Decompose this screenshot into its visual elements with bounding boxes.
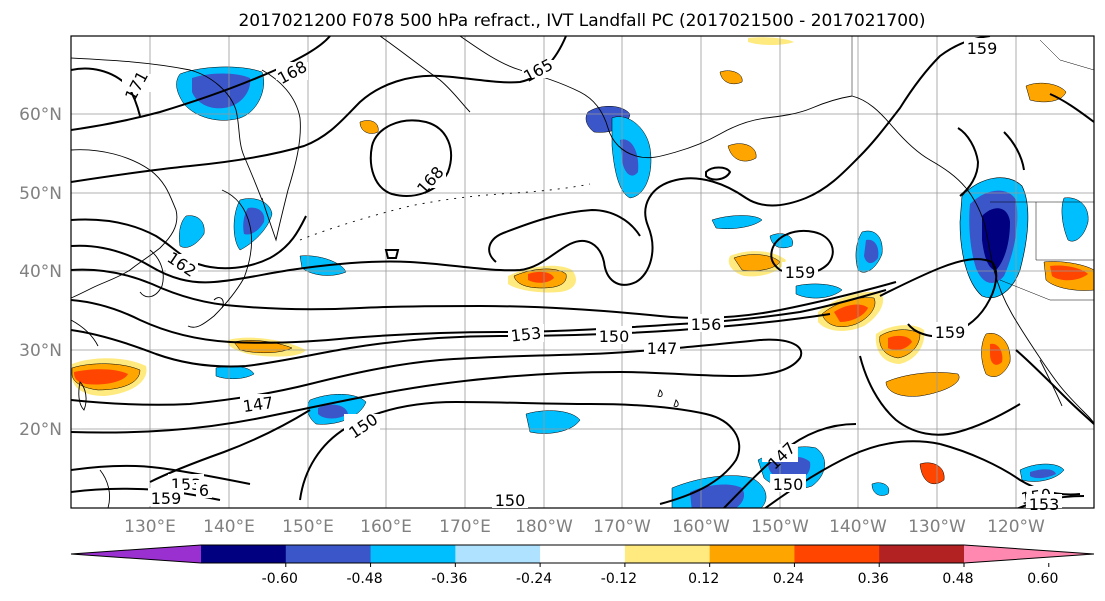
contour-label: 153 bbox=[508, 323, 544, 346]
contour-label: 6 bbox=[196, 480, 212, 500]
contour-label: 153 bbox=[1026, 494, 1062, 514]
lon-label: 130°W bbox=[908, 517, 966, 537]
lat-label: 60°N bbox=[19, 105, 62, 125]
colorbar-tick-label: -0.36 bbox=[431, 571, 467, 587]
colorbar-segment bbox=[370, 545, 456, 563]
latitude-labels: 60°N 50°N 40°N 30°N 20°N bbox=[19, 105, 62, 440]
lon-label: 160°E bbox=[360, 517, 412, 537]
lon-label: 180°W bbox=[515, 517, 573, 537]
lon-label: 120°W bbox=[987, 517, 1045, 537]
height-contours bbox=[71, 36, 1094, 508]
colorbar-segment bbox=[285, 545, 372, 563]
contour-label: 147 bbox=[644, 338, 680, 358]
lat-label: 30°N bbox=[19, 341, 62, 361]
svg-text:150: 150 bbox=[495, 491, 526, 510]
svg-text:159: 159 bbox=[935, 323, 966, 342]
colorbar-segment bbox=[201, 545, 287, 563]
colorbar-tick-label: 0.48 bbox=[942, 571, 973, 587]
colorbar-tick-labels: -0.60 -0.48 -0.36 -0.24 -0.12 0.12 0.24 0.36 0.4… bbox=[262, 571, 1059, 587]
contour-label: 156 bbox=[688, 314, 724, 334]
lon-label: 140°E bbox=[203, 517, 255, 537]
colorbar-tick-label: -0.12 bbox=[601, 571, 637, 587]
colorbar bbox=[70, 544, 1095, 567]
longitude-labels: 130°E 140°E 150°E 160°E 170°E 180°W 170°… bbox=[124, 517, 1045, 537]
lon-label: 130°E bbox=[124, 517, 176, 537]
colorbar-segment bbox=[794, 545, 880, 563]
svg-text:156: 156 bbox=[691, 315, 722, 334]
colorbar-tick-label: 0.12 bbox=[688, 571, 719, 587]
contour-label: 150 bbox=[492, 490, 528, 510]
colorbar-segment bbox=[624, 545, 711, 563]
map-frame bbox=[70, 35, 1095, 509]
colorbar-arrow-high bbox=[964, 545, 1094, 563]
map-title: 2017021200 F078 500 hPa refract., IVT La… bbox=[238, 11, 925, 31]
contour-label: 153 bbox=[168, 474, 204, 494]
svg-text:150: 150 bbox=[599, 327, 630, 346]
colorbar-arrow-low bbox=[71, 545, 201, 563]
svg-text:159: 159 bbox=[151, 489, 182, 508]
colorbar-tick-label: -0.60 bbox=[262, 571, 298, 587]
colorbar-tick-label: -0.48 bbox=[346, 571, 382, 587]
lon-label: 170°W bbox=[593, 517, 651, 537]
contour-label: 147 bbox=[240, 393, 276, 416]
contour-label: 150 bbox=[596, 326, 632, 346]
anomaly-fills bbox=[71, 37, 1094, 508]
contour-label: 150 bbox=[770, 474, 806, 494]
lon-label: 160°W bbox=[672, 517, 730, 537]
lon-label: 150°E bbox=[282, 517, 334, 537]
svg-text:159: 159 bbox=[785, 263, 816, 282]
lat-label: 40°N bbox=[19, 262, 62, 282]
lat-label: 20°N bbox=[19, 420, 62, 440]
lat-label: 50°N bbox=[19, 184, 62, 204]
svg-text:150: 150 bbox=[773, 475, 804, 494]
colorbar-tick-label: 0.24 bbox=[773, 571, 804, 587]
colorbar-tick-label: 0.60 bbox=[1027, 571, 1058, 587]
lon-label: 140°W bbox=[829, 517, 887, 537]
svg-text:147: 147 bbox=[242, 393, 275, 416]
contour-label: 159 bbox=[148, 488, 184, 508]
political-boundaries bbox=[851, 36, 1094, 301]
graticule bbox=[71, 36, 1094, 508]
contour-label: 159 bbox=[932, 322, 968, 342]
svg-text:147: 147 bbox=[647, 339, 678, 358]
svg-text:6: 6 bbox=[199, 481, 209, 500]
svg-text:159: 159 bbox=[967, 39, 998, 58]
colorbar-segment bbox=[540, 545, 626, 563]
colorbar-tick-label: 0.36 bbox=[858, 571, 889, 587]
svg-text:153: 153 bbox=[1029, 495, 1060, 514]
colorbar-outline bbox=[70, 544, 1095, 564]
lon-label: 170°E bbox=[439, 517, 491, 537]
contour-label: 159 bbox=[964, 38, 1000, 58]
colorbar-segment bbox=[455, 545, 541, 563]
colorbar-tick-label: -0.24 bbox=[516, 571, 552, 587]
svg-text:153: 153 bbox=[510, 323, 542, 345]
colorbar-segment bbox=[709, 545, 795, 563]
contour-label: 159 bbox=[782, 262, 818, 282]
lon-label: 150°W bbox=[751, 517, 809, 537]
colorbar-segment bbox=[879, 545, 965, 563]
